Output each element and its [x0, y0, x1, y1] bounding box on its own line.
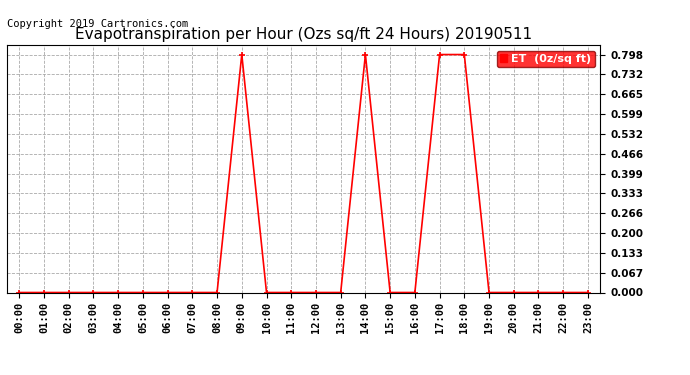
- Text: Copyright 2019 Cartronics.com: Copyright 2019 Cartronics.com: [7, 19, 188, 29]
- Legend: ET  (0z/sq ft): ET (0z/sq ft): [497, 51, 595, 68]
- Title: Evapotranspiration per Hour (Ozs sq/ft 24 Hours) 20190511: Evapotranspiration per Hour (Ozs sq/ft 2…: [75, 27, 532, 42]
